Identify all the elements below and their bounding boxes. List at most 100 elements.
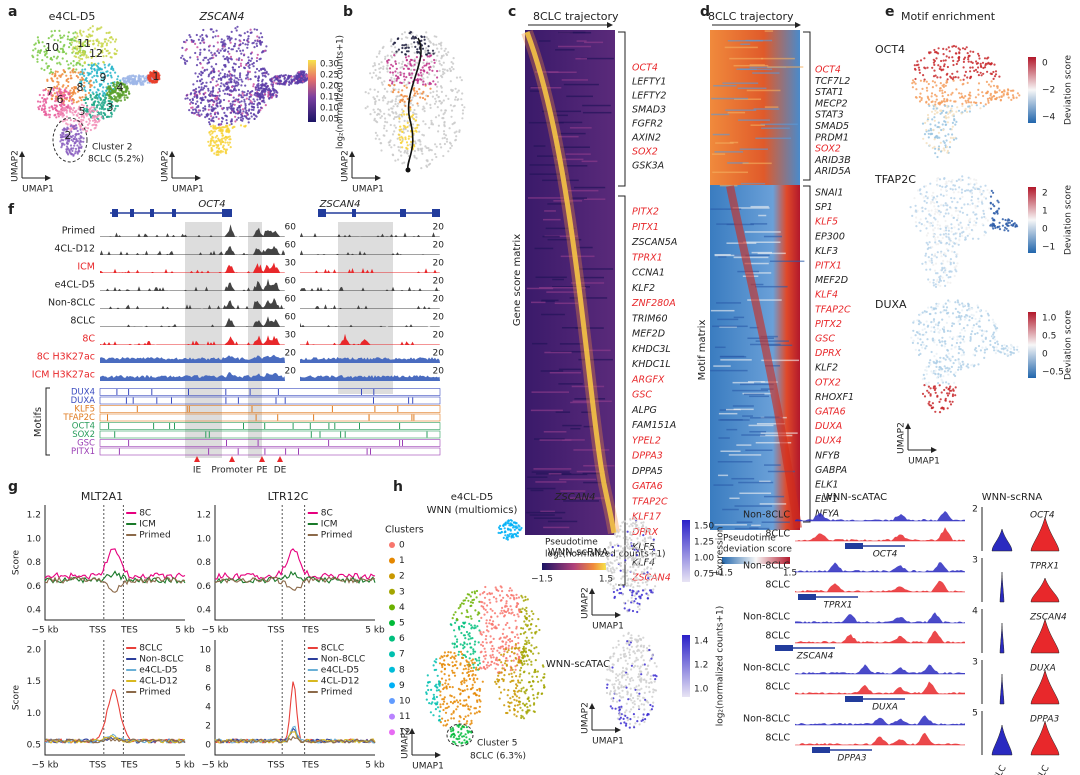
cell-dot	[401, 65, 404, 69]
cell-dot	[228, 138, 231, 141]
heatmap-row	[725, 109, 757, 111]
cell-dot	[128, 74, 131, 77]
colorbar	[1028, 57, 1036, 123]
cell-dot	[950, 250, 954, 253]
cell-dot	[61, 106, 64, 109]
cell-dot	[996, 86, 999, 89]
cell-dot	[265, 45, 268, 48]
cell-dot	[960, 206, 963, 209]
cell-dot	[914, 204, 917, 207]
cell-dot	[256, 106, 259, 109]
cell-dot	[969, 337, 972, 341]
cell-dot	[236, 84, 239, 87]
cell-dot	[251, 102, 254, 105]
cell-dot	[976, 332, 979, 335]
cell-dot	[958, 303, 961, 306]
cell-dot	[115, 98, 118, 101]
cell-dot	[114, 89, 117, 92]
cell-dot	[67, 105, 70, 108]
cell-dot	[270, 80, 273, 83]
cell-dot	[403, 64, 407, 67]
cell-dot	[236, 25, 239, 28]
cell-dot	[386, 102, 389, 105]
cell-dot	[202, 109, 205, 112]
cell-dot	[948, 110, 951, 113]
cell-dot	[929, 268, 932, 271]
cell-dot	[924, 67, 927, 70]
cell-dot	[80, 99, 83, 102]
cell-dot	[221, 107, 224, 110]
cell-dot	[967, 99, 970, 102]
cell-dot	[212, 108, 215, 111]
cell-dot	[373, 62, 376, 65]
cell-dot	[408, 60, 411, 63]
cell-dot	[414, 119, 418, 122]
cell-dot	[911, 79, 915, 82]
cell-dot	[75, 138, 78, 141]
gene-label: SOX2	[632, 147, 658, 158]
cell-dot	[412, 113, 415, 117]
cell-dot	[82, 50, 85, 53]
cell-dot	[950, 196, 953, 200]
cell-dot	[939, 65, 942, 68]
cell-dot	[419, 78, 422, 81]
cell-dot	[208, 123, 211, 126]
cell-dot	[208, 103, 211, 106]
cell-dot	[234, 42, 237, 46]
cell-dot	[950, 344, 954, 347]
cell-dot	[196, 46, 199, 49]
cell-dot	[253, 28, 256, 31]
cell-dot	[195, 90, 198, 93]
cell-dot	[210, 115, 213, 118]
heatmap-row	[736, 444, 752, 446]
cell-dot	[390, 76, 393, 79]
cell-dot	[261, 78, 264, 81]
cell-dot	[436, 70, 439, 73]
cell-dot	[993, 205, 996, 208]
cell-dot	[924, 195, 927, 198]
cell-dot	[60, 99, 64, 103]
gene-label: ALPG	[631, 405, 657, 416]
cell-dot	[230, 30, 233, 33]
cell-dot	[95, 116, 98, 119]
cell-dot	[38, 51, 42, 55]
cluster-number: 5	[79, 105, 86, 118]
cell-dot	[79, 44, 82, 48]
cell-dot	[447, 150, 450, 153]
cell-dot	[441, 137, 444, 140]
cell-dot	[226, 141, 229, 144]
cell-dot	[968, 94, 971, 97]
cell-dot	[922, 196, 925, 199]
cell-dot	[96, 121, 99, 124]
heatmap-row	[733, 64, 769, 67]
cell-dot	[256, 35, 259, 38]
cell-dot	[988, 97, 991, 100]
cell-dot	[75, 63, 78, 66]
label: 8CLC trajectory	[533, 10, 619, 23]
cell-dot	[417, 74, 420, 77]
cell-dot	[402, 67, 405, 70]
heatmap-row	[535, 276, 567, 279]
cell-dot	[432, 90, 435, 93]
cell-dot	[216, 102, 219, 105]
cell-dot	[196, 75, 200, 78]
cell-dot	[944, 302, 947, 305]
cell-dot	[93, 114, 97, 117]
cell-dot	[223, 111, 226, 114]
cell-dot	[78, 89, 81, 92]
cell-dot	[945, 79, 948, 83]
cell-dot	[450, 109, 454, 112]
cell-dot	[80, 53, 83, 57]
cell-dot	[198, 72, 201, 75]
cell-dot	[107, 31, 110, 34]
heatmap-row	[740, 43, 751, 45]
cell-dot	[48, 113, 52, 116]
cell-dot	[967, 189, 970, 192]
cell-dot	[950, 230, 953, 233]
cell-dot	[967, 60, 970, 63]
cell-dot	[973, 69, 976, 72]
cell-dot	[382, 95, 386, 98]
cell-dot	[954, 232, 957, 235]
cell-dot	[283, 77, 286, 80]
cell-dot	[407, 46, 410, 49]
